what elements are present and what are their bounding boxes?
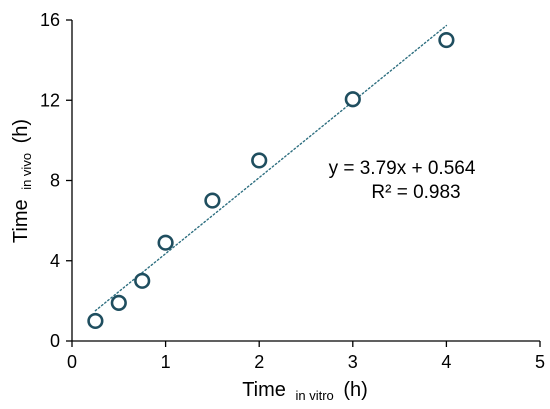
y-tick-label: 16 [40,10,60,30]
y-axis-title-sub: in vivo [19,153,34,190]
y-axis-title-main: Time [10,199,32,243]
y-axis-title-unit: (h) [10,119,32,143]
x-axis-title-sub: in vitro [295,388,333,403]
data-point [344,91,361,108]
y-tick-label: 0 [50,331,60,351]
r-squared-label: R² = 0.983 [371,182,460,203]
x-tick-labels: 0 1 2 3 4 5 [67,341,545,372]
data-point [87,312,104,330]
x-tick-label: 4 [441,352,451,372]
x-axis-title-main: Time [242,379,286,401]
trendline-group [94,24,448,312]
x-tick-label: 1 [161,352,171,372]
x-tick-label: 2 [254,352,264,372]
x-tick-label: 3 [348,352,358,372]
y-tick-label: 4 [50,251,60,271]
x-axis-title: Time in vitro (h) [242,379,368,405]
data-point [134,272,151,289]
trendline-equation: y = 3.79x + 0.564 [329,158,476,179]
axes [71,20,540,342]
data-point [110,294,127,311]
y-axis-title: Time in vivo (h) [10,119,36,243]
x-tick-label: 0 [67,352,77,372]
y-tick-labels: 0 4 8 12 16 [40,10,72,351]
data-point [204,192,221,209]
x-tick-label: 5 [535,352,545,372]
x-axis-title-unit: (h) [343,379,367,401]
y-tick-label: 8 [50,171,60,191]
trendline [94,24,448,312]
data-point [251,152,268,169]
data-points [87,31,455,330]
data-point [438,31,455,49]
y-tick-label: 12 [40,90,60,110]
data-point [157,234,174,251]
